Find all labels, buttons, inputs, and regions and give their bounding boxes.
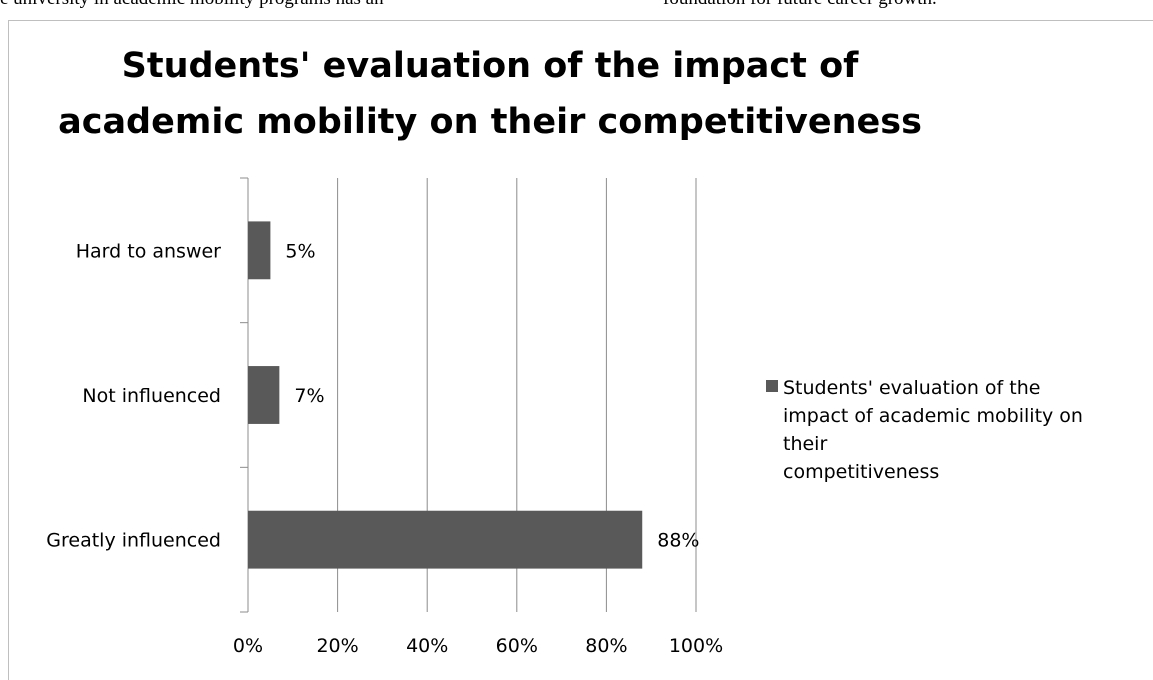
x-tick-label: 0%: [233, 635, 263, 657]
labels: 0% 20% 40% 60% 80% 100% Greatly influenced 88% N…: [46, 240, 723, 657]
chart-title-line-2: academic mobility on their competitivene…: [58, 102, 922, 142]
bar: [248, 221, 271, 280]
data-label: 88%: [657, 530, 699, 552]
legend-label-line-3: their: [783, 433, 828, 455]
page-text-right: foundation for future career growth.: [663, 0, 937, 10]
x-tick-label: 40%: [406, 635, 448, 657]
x-tick-label: 60%: [496, 635, 538, 657]
legend-label-line-1: Students' evaluation of the: [783, 377, 1041, 399]
axes: [240, 177, 249, 613]
category-label: Hard to answer: [76, 240, 221, 262]
legend-label-line-2: impact of academic mobility on: [783, 405, 1083, 427]
x-tick-label: 100%: [669, 635, 723, 657]
bar: [248, 366, 280, 424]
data-label: 5%: [285, 240, 315, 262]
chart-frame: [8, 20, 1153, 680]
x-tick-label: 20%: [316, 635, 358, 657]
page-text-left: e university in academic mobility progra…: [0, 0, 384, 10]
page-text-strip: e university in academic mobility progra…: [0, 0, 1153, 20]
bars: [248, 221, 643, 569]
category-label: Not influenced: [82, 385, 221, 407]
x-tick-label: 80%: [585, 635, 627, 657]
legend-label: Students' evaluation of the impact of ac…: [783, 374, 1143, 486]
legend-label-line-4: competitiveness: [783, 461, 940, 483]
chart-title: Students' evaluation of the impact of ac…: [0, 38, 980, 150]
data-label: 7%: [294, 385, 324, 407]
chart-title-line-1: Students' evaluation of the impact of: [121, 46, 859, 86]
category-label: Greatly influenced: [46, 530, 221, 552]
bar: [248, 510, 643, 569]
legend-swatch: [766, 380, 778, 392]
